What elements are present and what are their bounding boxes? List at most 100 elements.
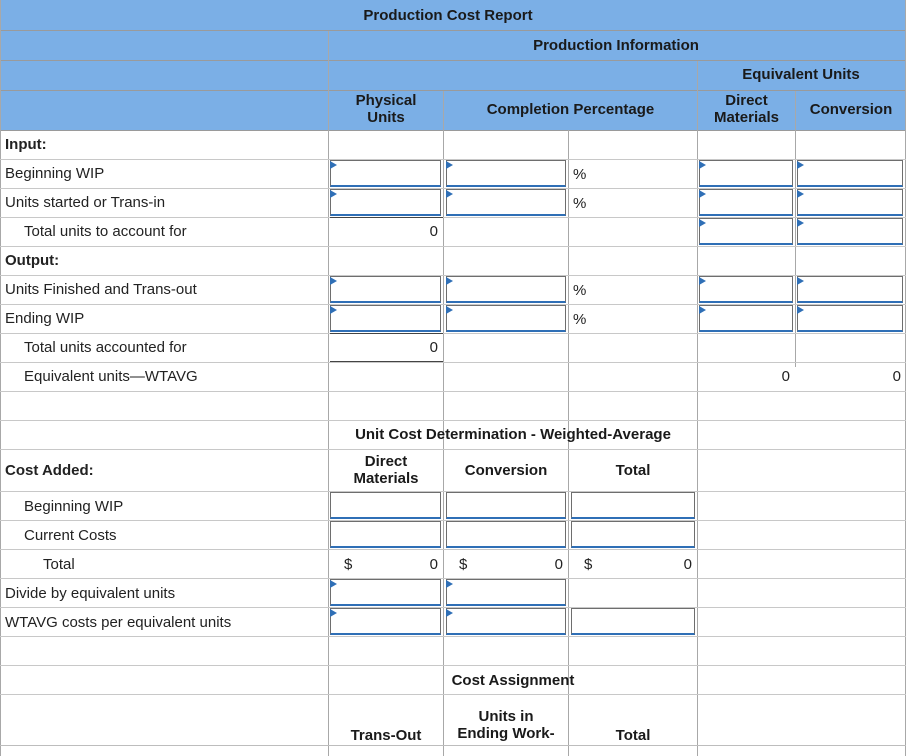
beginning-wip-conversion-input[interactable] [797, 160, 903, 187]
input-marker-icon [797, 161, 804, 169]
grid-hline [0, 246, 906, 247]
equivalent-units-band [0, 61, 906, 91]
grid-vline [0, 0, 1, 756]
total-underline [330, 361, 443, 362]
ca-col-units-in-header: Units in Ending Work- [444, 708, 568, 742]
percent-sign: % [573, 195, 587, 212]
units-started-physical-input[interactable] [330, 189, 441, 216]
col-dm-line2: Materials [713, 109, 780, 126]
ending-wip-dm-input[interactable] [699, 305, 793, 332]
input-marker-icon [330, 277, 337, 285]
divide-by-conv-input[interactable] [446, 579, 566, 606]
units-started-completion-input[interactable] [446, 189, 566, 216]
grid-hline [0, 362, 906, 363]
uc-current-costs-total-input[interactable] [571, 521, 695, 548]
uc-col-total-header: Total [615, 462, 651, 479]
ending-wip-physical-input[interactable] [330, 305, 441, 332]
uc-col-conversion-header: Conversion [464, 462, 548, 479]
grid-vline [443, 91, 444, 756]
col-dm-line1: Direct [725, 92, 768, 109]
cost-added-label: Cost Added: [5, 462, 94, 479]
units-started-dm-input[interactable] [699, 189, 793, 216]
report-title: Production Cost Report [363, 7, 533, 24]
beginning-wip-completion-input[interactable] [446, 160, 566, 187]
uc-total-conv-value: 0 [554, 556, 563, 573]
production-info-band [0, 31, 906, 61]
input-marker-icon [797, 190, 804, 198]
col-physical-units-header: Physical Units [329, 92, 443, 126]
total-accounted-value: 0 [429, 339, 438, 356]
units-finished-dm-input[interactable] [699, 276, 793, 303]
divide-by-label: Divide by equivalent units [5, 585, 176, 602]
beginning-wip-dm-input[interactable] [699, 160, 793, 187]
wtavg-costs-label: WTAVG costs per equivalent units [5, 614, 232, 631]
input-marker-icon [330, 161, 337, 169]
col-conversion-header: Conversion [809, 101, 893, 118]
units-finished-completion-input[interactable] [446, 276, 566, 303]
input-marker-icon [446, 161, 453, 169]
wtavg-costs-total-input[interactable] [571, 608, 695, 635]
grid-hline [0, 391, 906, 392]
uc-beginning-wip-dm-input[interactable] [330, 492, 441, 519]
beginning-wip-physical-input[interactable] [330, 160, 441, 187]
uc-col-dm-line1: Direct [364, 453, 408, 470]
uc-beginning-wip-total-input[interactable] [571, 492, 695, 519]
total-to-account-dm-input[interactable] [699, 218, 793, 245]
input-marker-icon [446, 609, 453, 617]
grid-hline [0, 188, 906, 189]
wtavg-costs-conv-input[interactable] [446, 608, 566, 635]
col-completion-header: Completion Percentage [486, 101, 655, 118]
input-marker-icon [699, 190, 706, 198]
unit-cost-title: Unit Cost Determination - Weighted-Avera… [355, 426, 671, 443]
grid-hline [0, 159, 906, 160]
equivalent-wtavg-label: Equivalent units—WTAVG [24, 368, 198, 385]
units-finished-label: Units Finished and Trans-out [5, 281, 197, 298]
grid-hline [0, 607, 906, 608]
grid-vline [795, 91, 796, 367]
total-accounted-label: Total units accounted for [24, 339, 187, 356]
col-direct-materials-header: Direct Materials [698, 92, 795, 126]
grid-hline [0, 217, 906, 218]
ending-wip-conversion-input[interactable] [797, 305, 903, 332]
grid-hline [0, 636, 906, 637]
units-finished-conversion-input[interactable] [797, 276, 903, 303]
uc-total-dm-value: 0 [429, 556, 438, 573]
equivalent-dm-value: 0 [781, 368, 790, 385]
equivalent-units-heading: Equivalent Units [742, 66, 860, 83]
input-marker-icon [699, 306, 706, 314]
input-marker-icon [330, 580, 337, 588]
production-info-heading: Production Information [533, 37, 699, 54]
divide-by-dm-input[interactable] [330, 579, 441, 606]
units-started-conversion-input[interactable] [797, 189, 903, 216]
grid-hline [0, 275, 906, 276]
col-physical-line2: Units [367, 109, 405, 126]
total-to-account-label: Total units to account for [24, 223, 187, 240]
grid-hline [0, 449, 906, 450]
input-marker-icon [330, 306, 337, 314]
ending-wip-completion-input[interactable] [446, 305, 566, 332]
cost-assignment-title: Cost Assignment [451, 672, 575, 689]
grid-hline [0, 420, 906, 421]
grid-vline [328, 31, 329, 756]
total-underline [330, 217, 443, 218]
uc-total-total-value: 0 [683, 556, 692, 573]
ca-col-transout-header: Trans-Out [350, 727, 422, 744]
uc-beginning-wip-conv-input[interactable] [446, 492, 566, 519]
grid-hline [0, 491, 906, 492]
wtavg-costs-dm-input[interactable] [330, 608, 441, 635]
grid-vline [568, 130, 569, 756]
bottom-edge [0, 745, 906, 746]
units-finished-physical-input[interactable] [330, 276, 441, 303]
col-physical-line1: Physical [355, 92, 417, 109]
grid-hline [0, 694, 906, 695]
input-marker-icon [797, 219, 804, 227]
total-to-account-conversion-input[interactable] [797, 218, 903, 245]
title-band [0, 0, 906, 31]
percent-sign: % [573, 282, 587, 299]
column-header-band [0, 91, 906, 131]
uc-current-costs-conv-input[interactable] [446, 521, 566, 548]
uc-current-costs-dm-input[interactable] [330, 521, 441, 548]
input-marker-icon [330, 609, 337, 617]
uc-total-total-currency: $ [584, 556, 593, 573]
